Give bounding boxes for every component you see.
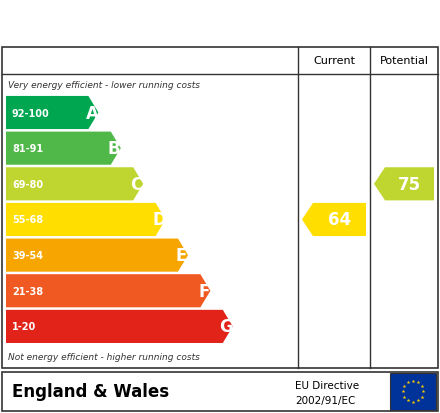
Text: 39-54: 39-54 xyxy=(12,251,43,261)
Polygon shape xyxy=(6,97,99,130)
Polygon shape xyxy=(374,168,434,201)
Text: 21-38: 21-38 xyxy=(12,286,43,296)
Text: 69-80: 69-80 xyxy=(12,179,43,189)
Text: G: G xyxy=(220,318,233,336)
Text: England & Wales: England & Wales xyxy=(12,382,169,400)
Text: 81-91: 81-91 xyxy=(12,144,43,154)
Text: Very energy efficient - lower running costs: Very energy efficient - lower running co… xyxy=(8,81,200,90)
Polygon shape xyxy=(6,168,143,201)
Text: A: A xyxy=(85,104,98,122)
Text: Current: Current xyxy=(313,55,355,66)
Text: B: B xyxy=(108,140,121,158)
Polygon shape xyxy=(6,239,188,272)
Text: Potential: Potential xyxy=(379,55,429,66)
Text: D: D xyxy=(152,211,166,229)
Text: 55-68: 55-68 xyxy=(12,215,43,225)
Polygon shape xyxy=(6,203,165,237)
Polygon shape xyxy=(6,132,121,165)
Text: 64: 64 xyxy=(328,211,351,229)
Polygon shape xyxy=(6,310,233,343)
Text: 75: 75 xyxy=(398,176,421,193)
Text: Energy Efficiency Rating: Energy Efficiency Rating xyxy=(11,13,299,33)
Text: 1-20: 1-20 xyxy=(12,322,36,332)
Text: Not energy efficient - higher running costs: Not energy efficient - higher running co… xyxy=(8,352,200,361)
Text: E: E xyxy=(176,247,187,264)
Text: 92-100: 92-100 xyxy=(12,108,50,118)
Text: C: C xyxy=(131,176,143,193)
Polygon shape xyxy=(302,203,366,237)
Text: F: F xyxy=(198,282,209,300)
Bar xyxy=(390,373,436,410)
Text: EU Directive: EU Directive xyxy=(295,380,359,390)
Text: 2002/91/EC: 2002/91/EC xyxy=(295,395,356,405)
Polygon shape xyxy=(6,275,210,308)
